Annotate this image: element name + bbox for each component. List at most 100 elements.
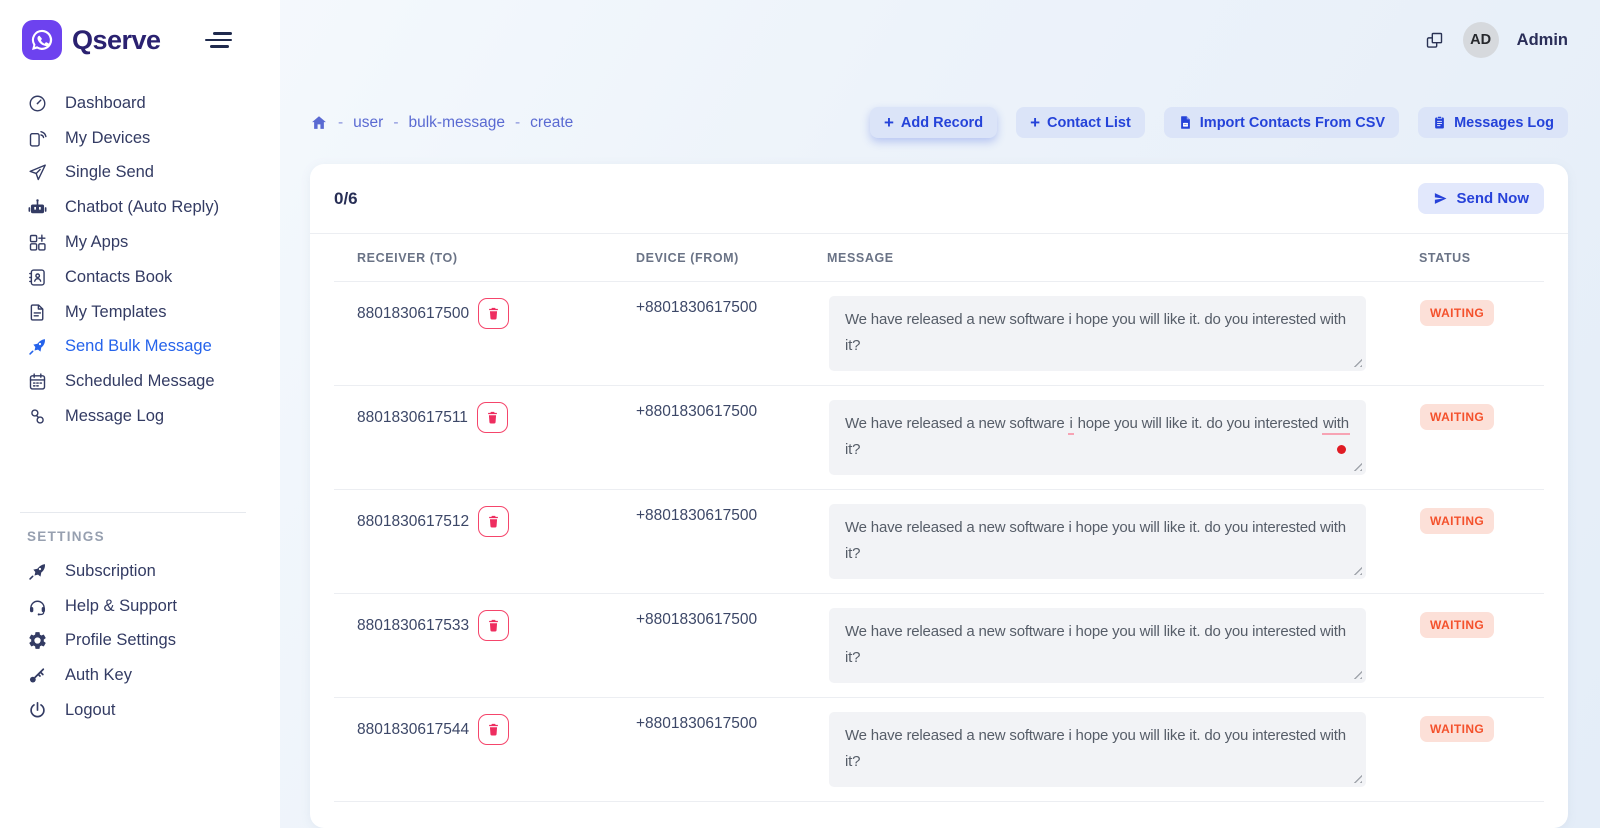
apps-grid-plus-icon xyxy=(27,232,48,253)
sidebar: Qserve Dashboard My Devices Single Send … xyxy=(0,0,280,828)
key-icon xyxy=(27,665,48,686)
sidebar-item-subscription[interactable]: Subscription xyxy=(0,554,280,589)
table-row: 8801830617511 +8801830617500 We have rel… xyxy=(334,386,1544,490)
sidebar-item-my-devices[interactable]: My Devices xyxy=(0,121,280,156)
bulk-message-card: 0/6 Send Now RECEIVER (TO) DEVICE (FROM)… xyxy=(310,164,1568,828)
sidebar-divider xyxy=(20,511,246,513)
sidebar-item-help-support[interactable]: Help & Support xyxy=(0,589,280,624)
message-textarea[interactable]: We have released a new software i hope y… xyxy=(829,712,1366,787)
delete-record-button[interactable] xyxy=(478,714,510,745)
delete-record-button[interactable] xyxy=(476,402,508,433)
send-icon xyxy=(1433,191,1448,206)
sidebar-item-label: Single Send xyxy=(65,163,154,182)
grammar-indicator-dot xyxy=(1337,445,1346,454)
sidebar-item-my-apps[interactable]: My Apps xyxy=(0,225,280,260)
receiver-number: 8801830617511 xyxy=(357,408,468,426)
main-content: AD Admin - user - bulk-message - create … xyxy=(280,0,1600,828)
trash-icon xyxy=(486,514,501,529)
sidebar-item-chatbot[interactable]: Chatbot (Auto Reply) xyxy=(0,190,280,225)
sidebar-item-send-bulk-message[interactable]: Send Bulk Message xyxy=(0,330,280,365)
spellcheck-underlined-word: with xyxy=(1322,415,1350,435)
sidebar-item-label: Profile Settings xyxy=(65,631,176,650)
home-icon[interactable] xyxy=(310,114,328,132)
sidebar-item-label: Auth Key xyxy=(65,666,132,685)
receiver-number: 8801830617500 xyxy=(357,304,470,322)
message-textarea[interactable]: We have released a new software i hope y… xyxy=(829,504,1366,579)
device-number: +8801830617500 xyxy=(636,299,758,316)
brand-row: Qserve xyxy=(0,0,280,72)
column-header-status: STATUS xyxy=(1419,250,1471,265)
message-text: We have released a new software xyxy=(845,415,1065,432)
delete-record-button[interactable] xyxy=(478,506,510,537)
windows-copy-icon[interactable] xyxy=(1424,30,1445,51)
brand-name: Qserve xyxy=(72,24,161,55)
sidebar-item-profile-settings[interactable]: Profile Settings xyxy=(0,624,280,659)
import-contacts-csv-button[interactable]: Import Contacts From CSV xyxy=(1163,107,1400,138)
message-textarea[interactable]: We have released a new software i hope y… xyxy=(829,400,1366,475)
trash-icon xyxy=(485,410,500,425)
progress-counter: 0/6 xyxy=(334,188,358,208)
sidebar-item-label: Chatbot (Auto Reply) xyxy=(65,198,220,217)
send-now-button[interactable]: Send Now xyxy=(1418,183,1544,214)
sidebar-toggle-icon[interactable] xyxy=(205,32,232,48)
delete-record-button[interactable] xyxy=(478,610,510,641)
linked-circles-icon xyxy=(27,406,48,427)
sidebar-item-message-log[interactable]: Message Log xyxy=(0,399,280,434)
breadcrumb: - user - bulk-message - create xyxy=(310,114,573,132)
sidebar-item-logout[interactable]: Logout xyxy=(0,693,280,728)
status-badge: WAITING xyxy=(1420,300,1495,326)
column-header-device: DEVICE (FROM) xyxy=(636,250,739,265)
settings-heading: SETTINGS xyxy=(27,528,105,544)
sidebar-nav: Dashboard My Devices Single Send Chatbot… xyxy=(0,72,280,434)
message-text: hope you will like it. do you interested xyxy=(1077,415,1319,432)
breadcrumb-user[interactable]: user xyxy=(353,113,384,131)
sidebar-item-label: Message Log xyxy=(65,407,165,426)
sidebar-item-my-templates[interactable]: My Templates xyxy=(0,295,280,330)
sidebar-item-label: My Apps xyxy=(65,233,129,252)
sidebar-item-auth-key[interactable]: Auth Key xyxy=(0,658,280,693)
sidebar-item-label: Dashboard xyxy=(65,93,146,112)
receiver-number: 8801830617533 xyxy=(357,616,470,634)
trash-icon xyxy=(486,618,501,633)
device-number: +8801830617500 xyxy=(636,611,758,628)
contact-list-button[interactable]: + Contact List xyxy=(1016,107,1145,138)
document-icon xyxy=(27,302,48,323)
message-text: it? xyxy=(845,441,861,458)
robot-icon xyxy=(27,197,48,218)
paper-plane-icon xyxy=(27,162,48,183)
breadcrumb-create[interactable]: create xyxy=(530,113,574,131)
column-header-receiver: RECEIVER (TO) xyxy=(357,250,458,265)
breadcrumb-separator: - xyxy=(393,113,399,131)
contact-list-label: Contact List xyxy=(1047,114,1131,131)
sidebar-item-label: Subscription xyxy=(65,561,156,580)
action-buttons: + Add Record + Contact List Import Conta… xyxy=(869,107,1568,138)
status-badge: WAITING xyxy=(1420,508,1495,534)
sidebar-item-contacts-book[interactable]: Contacts Book xyxy=(0,260,280,295)
whatsapp-logo-icon xyxy=(22,20,62,60)
device-signal-icon xyxy=(27,128,48,149)
message-textarea[interactable]: We have released a new software i hope y… xyxy=(829,296,1366,371)
messages-log-label: Messages Log xyxy=(1454,114,1554,131)
messages-log-button[interactable]: Messages Log xyxy=(1418,107,1568,138)
delete-record-button[interactable] xyxy=(478,298,510,329)
receiver-number: 8801830617512 xyxy=(357,512,470,530)
message-textarea[interactable]: We have released a new software i hope y… xyxy=(829,608,1366,683)
breadcrumb-bulk-message[interactable]: bulk-message xyxy=(408,113,506,131)
plus-icon: + xyxy=(1030,112,1040,132)
gauge-icon xyxy=(27,93,48,114)
column-header-message: MESSAGE xyxy=(827,250,894,265)
status-badge: WAITING xyxy=(1420,404,1495,430)
sidebar-item-dashboard[interactable]: Dashboard xyxy=(0,86,280,121)
sidebar-item-scheduled-message[interactable]: Scheduled Message xyxy=(0,364,280,399)
sidebar-item-label: My Devices xyxy=(65,128,151,147)
breadcrumb-separator: - xyxy=(515,113,521,131)
receiver-number: 8801830617544 xyxy=(357,720,470,738)
sidebar-item-single-send[interactable]: Single Send xyxy=(0,156,280,191)
user-name: Admin xyxy=(1516,30,1568,49)
plus-icon: + xyxy=(883,112,894,132)
csv-file-icon xyxy=(1178,115,1193,130)
rocket-filled-icon xyxy=(27,561,48,582)
avatar[interactable]: AD xyxy=(1462,22,1499,58)
add-record-button[interactable]: + Add Record xyxy=(869,107,998,138)
table-row: 8801830617512 +8801830617500 We have rel… xyxy=(334,490,1544,594)
